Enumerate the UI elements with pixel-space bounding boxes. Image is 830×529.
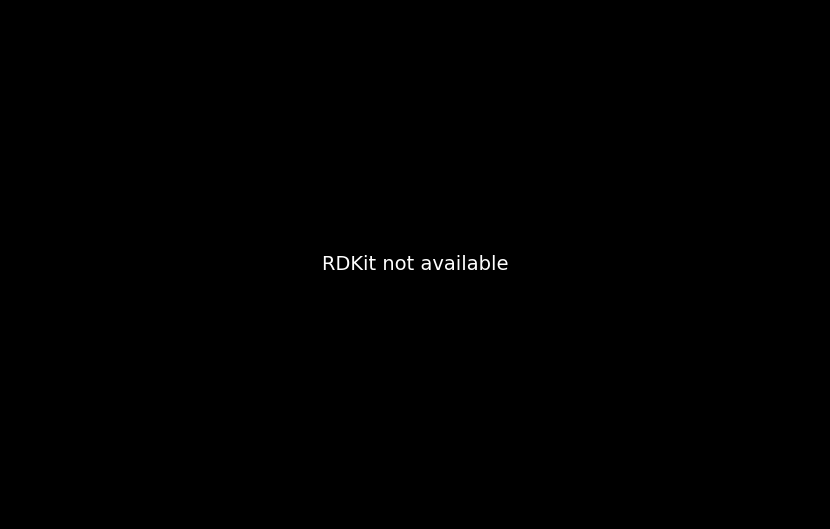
Text: RDKit not available: RDKit not available <box>322 256 508 275</box>
